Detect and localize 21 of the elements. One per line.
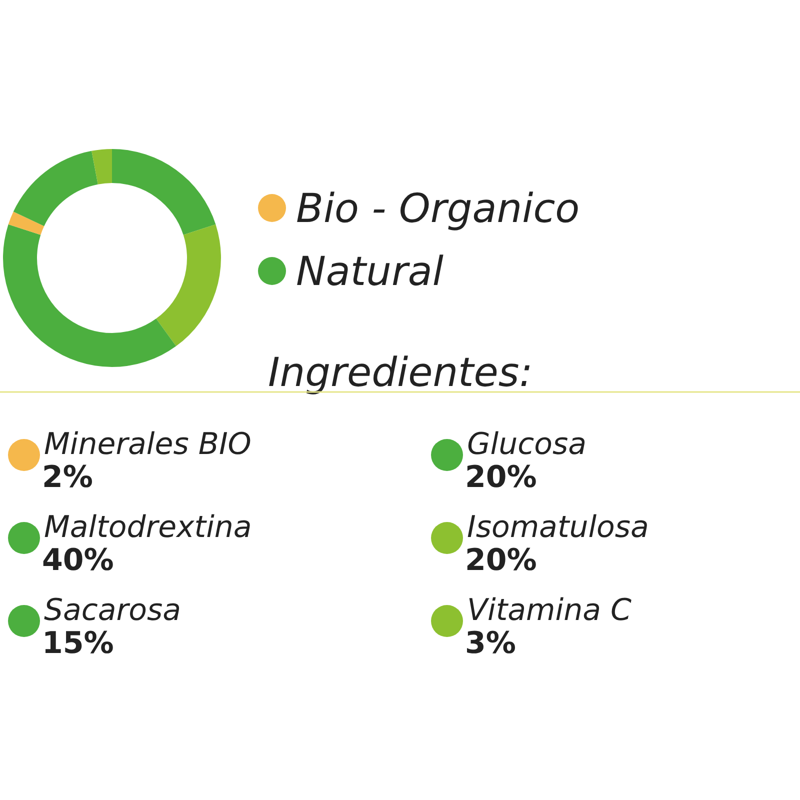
data-label: 20% — [465, 543, 537, 578]
donut-slice — [8, 212, 44, 235]
legend-label: Vitamina C — [467, 593, 632, 628]
data-label: 20% — [465, 460, 537, 495]
legend-label: Sacarosa — [44, 593, 182, 628]
legend-label: Maltodrextina — [44, 510, 252, 545]
data-label: 3% — [465, 626, 516, 661]
legend-label: Minerales BIO — [44, 427, 252, 462]
text: Bio - Organico — [296, 186, 580, 232]
text: Natural — [296, 249, 444, 295]
legend-title: Ingredientes: — [268, 350, 533, 396]
donut-slice — [92, 149, 112, 184]
donut-slice — [112, 149, 216, 235]
donut-slice — [13, 150, 98, 226]
data-label: 40% — [42, 543, 114, 578]
legend-label: Isomatulosa — [467, 510, 649, 545]
donut-slice — [3, 224, 176, 367]
data-label: 15% — [42, 626, 114, 661]
data-label: 2% — [42, 460, 93, 495]
donut-slice — [156, 224, 221, 346]
legend-label: Glucosa — [467, 427, 586, 462]
